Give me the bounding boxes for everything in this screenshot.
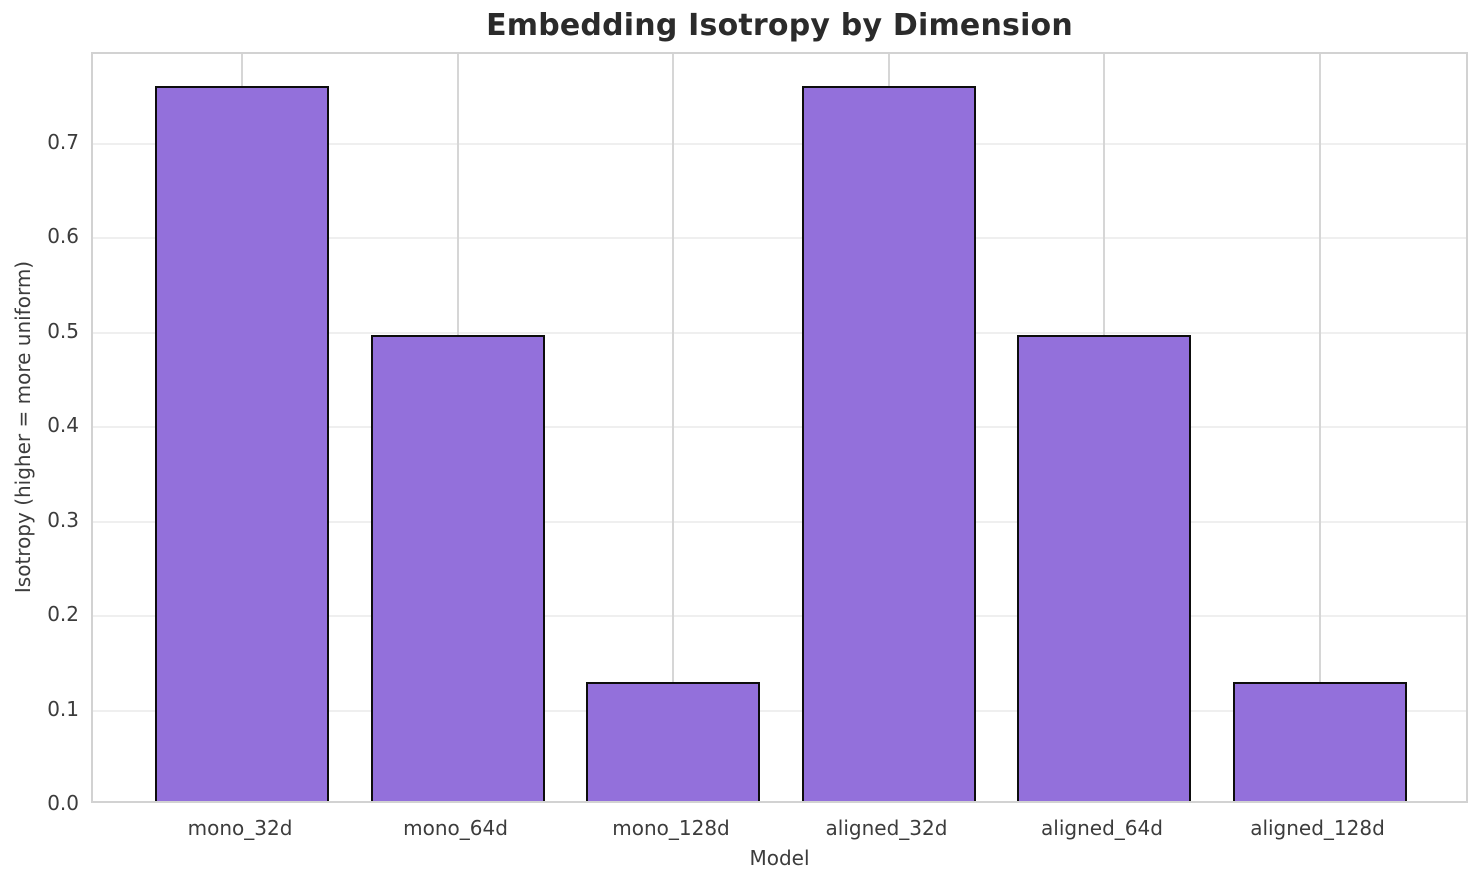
bar-mono_32d bbox=[155, 86, 329, 801]
gridline-horizontal bbox=[93, 426, 1466, 429]
y-tick-label: 0.7 bbox=[47, 129, 79, 154]
plot-area bbox=[91, 52, 1468, 803]
gridline-horizontal bbox=[93, 237, 1466, 240]
x-tick-label: aligned_128d bbox=[1250, 816, 1385, 840]
x-axis-label: Model bbox=[749, 846, 810, 870]
y-tick-label: 0.3 bbox=[47, 507, 79, 532]
y-tick-label: 0.1 bbox=[47, 696, 79, 721]
x-tick-label: mono_128d bbox=[612, 816, 730, 840]
gridline-horizontal bbox=[93, 520, 1466, 523]
gridline-horizontal bbox=[93, 709, 1466, 712]
y-tick-label: 0.4 bbox=[47, 413, 79, 438]
bar-aligned_32d bbox=[801, 86, 976, 801]
gridline-vertical bbox=[1318, 54, 1321, 801]
x-tick-label: mono_32d bbox=[187, 816, 293, 840]
gridline-vertical bbox=[672, 54, 674, 801]
gridline-horizontal bbox=[93, 615, 1466, 618]
x-tick-label: mono_64d bbox=[403, 816, 508, 840]
chart-title: Embedding Isotropy by Dimension bbox=[486, 8, 1073, 43]
y-tick-label: 0.6 bbox=[47, 224, 79, 249]
y-tick-label: 0.0 bbox=[47, 791, 79, 815]
gridline-horizontal bbox=[93, 142, 1466, 145]
x-tick-label: aligned_32d bbox=[825, 816, 948, 840]
gridline-horizontal bbox=[93, 331, 1466, 334]
y-tick-label: 0.5 bbox=[47, 318, 79, 343]
bar-aligned_128d bbox=[1232, 682, 1407, 801]
bar-mono_64d bbox=[370, 335, 545, 801]
y-tick-label: 0.2 bbox=[47, 602, 79, 627]
x-tick-label: aligned_64d bbox=[1041, 816, 1163, 840]
bar-aligned_64d bbox=[1017, 335, 1191, 801]
bar-mono_128d bbox=[586, 682, 760, 801]
